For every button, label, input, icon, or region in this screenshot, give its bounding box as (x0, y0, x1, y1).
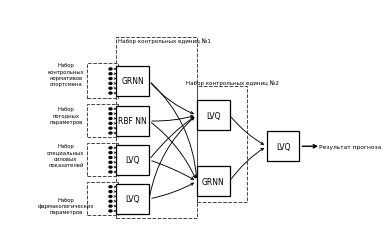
Circle shape (109, 152, 112, 154)
Bar (87, 143, 118, 177)
Circle shape (109, 74, 112, 75)
Circle shape (109, 171, 112, 173)
Circle shape (109, 133, 112, 134)
Circle shape (109, 93, 112, 95)
Circle shape (109, 196, 112, 198)
Circle shape (109, 147, 112, 149)
Text: Набор
специальных
силовых
показателей: Набор специальных силовых показателей (47, 144, 84, 167)
Text: Набор
контрольных
нормативов
спортсмена: Набор контрольных нормативов спортсмена (48, 63, 84, 87)
Bar (116, 184, 149, 214)
Bar (267, 132, 300, 162)
Circle shape (109, 123, 112, 125)
Text: Набор контрольных единиц №2: Набор контрольных единиц №2 (186, 80, 279, 85)
Text: Набор
погодных
параметров: Набор погодных параметров (49, 107, 83, 124)
Circle shape (109, 205, 112, 207)
Circle shape (109, 78, 112, 80)
Text: Набор контрольных единиц №1: Набор контрольных единиц №1 (118, 38, 210, 44)
Circle shape (109, 157, 112, 159)
Bar (87, 182, 118, 215)
Bar (197, 101, 230, 131)
Text: GRNN: GRNN (202, 177, 225, 186)
Bar (116, 38, 197, 218)
Circle shape (109, 108, 112, 110)
Circle shape (109, 162, 112, 164)
Circle shape (109, 113, 112, 115)
Circle shape (109, 186, 112, 188)
Text: LVQ: LVQ (206, 111, 220, 120)
Text: LVQ: LVQ (276, 142, 290, 151)
Text: LVQ: LVQ (126, 156, 140, 165)
Circle shape (109, 118, 112, 120)
Circle shape (109, 83, 112, 85)
Text: RBF NN: RBF NN (118, 117, 147, 126)
Bar (197, 167, 230, 197)
Text: Набор
фармакологических
параметров: Набор фармакологических параметров (38, 197, 94, 214)
Circle shape (109, 191, 112, 193)
Bar (116, 145, 149, 175)
Bar (197, 86, 247, 202)
Circle shape (109, 167, 112, 168)
Bar (87, 64, 118, 98)
Bar (116, 67, 149, 97)
Circle shape (109, 69, 112, 71)
Bar (116, 106, 149, 137)
Circle shape (109, 128, 112, 130)
Text: Результат прогноза: Результат прогноза (319, 144, 381, 149)
Bar (87, 104, 118, 138)
Text: LVQ: LVQ (126, 195, 140, 204)
Circle shape (109, 210, 112, 212)
Text: GRNN: GRNN (121, 77, 144, 86)
Circle shape (109, 88, 112, 90)
Circle shape (109, 201, 112, 202)
